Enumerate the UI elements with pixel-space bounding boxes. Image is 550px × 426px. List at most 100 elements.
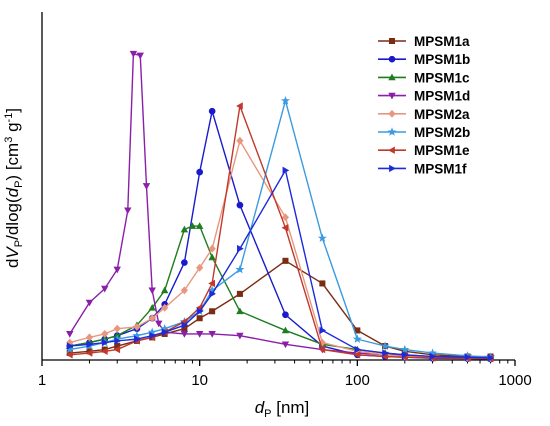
data-point: [113, 345, 121, 354]
data-point: [161, 303, 169, 312]
data-point: [114, 337, 122, 345]
data-point: [188, 222, 197, 229]
data-point: [236, 332, 244, 340]
data-point: [237, 244, 244, 253]
data-point: [148, 287, 156, 295]
data-point: [85, 299, 94, 307]
data-point: [208, 244, 216, 253]
data-point: [196, 315, 203, 322]
legend-item: MPSM1d: [378, 89, 470, 104]
legend-label: MPSM1b: [414, 52, 470, 67]
data-point: [113, 324, 121, 333]
data-point: [208, 107, 216, 115]
data-point: [134, 335, 141, 343]
legend-swatch-marker: [388, 73, 396, 81]
data-point: [354, 345, 362, 354]
legend-item: MPSM2a: [378, 107, 470, 122]
data-point: [282, 166, 290, 175]
legend-label: MPSM1f: [414, 161, 467, 176]
data-point: [181, 259, 188, 266]
data-point: [195, 331, 204, 338]
data-point: [209, 308, 216, 315]
data-point: [318, 345, 326, 354]
data-point: [113, 266, 121, 274]
data-point: [155, 320, 163, 328]
data-point: [66, 342, 74, 350]
x-tick-label: 10: [191, 372, 208, 389]
data-point: [161, 328, 169, 336]
data-point: [281, 326, 290, 334]
series-line: [69, 225, 491, 359]
legend-swatch-marker: [389, 164, 396, 173]
data-point: [66, 331, 74, 338]
data-point: [282, 311, 289, 319]
data-point: [85, 349, 93, 357]
legend-item: MPSM1b: [378, 52, 470, 67]
data-point: [196, 307, 204, 315]
data-point: [236, 102, 243, 110]
data-point: [85, 333, 94, 342]
legend-swatch-marker: [388, 109, 396, 118]
data-point: [124, 207, 132, 215]
legend-swatch-marker: [388, 37, 396, 45]
data-point: [281, 213, 290, 222]
data-point: [209, 290, 216, 298]
legend-swatch-marker: [387, 127, 397, 136]
data-point: [129, 50, 138, 58]
data-point: [195, 222, 204, 229]
x-tick-label: 1000: [498, 372, 531, 389]
axes: 1 10 100 1000: [38, 12, 532, 389]
data-point: [196, 168, 204, 176]
legend-item: MPSM2b: [378, 125, 470, 140]
data-point: [181, 321, 189, 329]
axis-titles: dP [nm] dVP/dlog(dP) [cm3 g-1]: [3, 108, 309, 420]
data-point: [280, 96, 290, 105]
data-point: [100, 347, 108, 356]
data-point: [352, 334, 362, 343]
data-point: [282, 257, 289, 264]
data-point: [180, 225, 189, 233]
data-point: [180, 331, 189, 338]
data-point: [160, 286, 169, 294]
legend-swatch-marker: [388, 55, 396, 63]
data-point: [133, 322, 141, 331]
data-point: [180, 286, 188, 295]
data-point: [101, 285, 109, 293]
legend-label: MPSM1c: [414, 70, 470, 85]
data-point: [236, 201, 244, 209]
data-point: [401, 351, 409, 359]
data-point: [382, 349, 389, 357]
legend-item: MPSM1f: [378, 161, 467, 176]
series-mpsm1f: [66, 166, 495, 362]
data-point: [136, 52, 144, 60]
data-point: [208, 253, 216, 261]
data-point: [208, 279, 216, 288]
series-layer: [65, 50, 496, 363]
series-mpsm1e: [65, 102, 494, 363]
legend-swatch-marker: [388, 146, 395, 154]
x-tick-label: 100: [345, 372, 370, 389]
data-point: [236, 290, 243, 297]
legend-label: MPSM1a: [414, 34, 470, 49]
data-point: [317, 233, 327, 243]
data-point: [281, 341, 290, 349]
data-point: [86, 340, 94, 349]
legend-label: MPSM1e: [414, 143, 470, 158]
data-point: [236, 136, 244, 145]
data-point: [319, 326, 327, 335]
data-point: [319, 280, 326, 287]
data-point: [235, 264, 245, 274]
legend-item: MPSM1a: [378, 34, 470, 49]
legend: MPSM1a MPSM1b MPSM1c MPSM1d MPSM2a MPSM2b MPSM…: [378, 34, 470, 176]
data-point: [196, 263, 204, 272]
x-axis-title: dP [nm]: [255, 398, 310, 420]
data-point: [208, 331, 216, 338]
y-axis-title: dVP/dlog(dP) [cm3 g-1]: [3, 108, 25, 268]
data-point: [400, 344, 410, 354]
legend-swatch-marker: [388, 92, 396, 100]
data-point: [464, 353, 472, 361]
legend-label: MPSM2a: [414, 107, 470, 122]
data-point: [353, 351, 361, 359]
data-point: [101, 338, 109, 347]
legend-item: MPSM1c: [378, 70, 470, 85]
